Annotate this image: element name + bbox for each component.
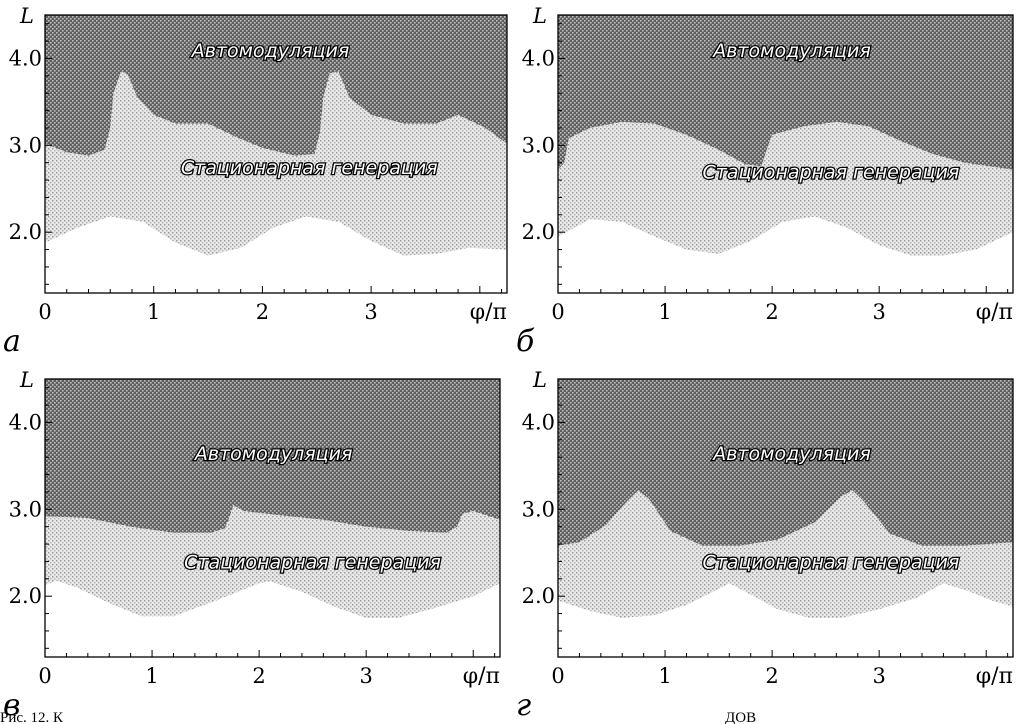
region-automodulation: [558, 379, 1013, 546]
region-automodulation: [45, 15, 507, 156]
x-tick-label: 1: [145, 664, 158, 688]
x-tick-label: 1: [147, 300, 160, 324]
y-tick-label: 3.0: [522, 133, 555, 157]
x-axis-title: φ/π: [976, 664, 1013, 689]
panel-letter: в: [3, 688, 20, 723]
x-tick-label: 3: [872, 300, 885, 324]
panel-letter: б: [516, 324, 535, 359]
region-stationary: [558, 121, 1013, 256]
chart-panel-0: 0 1 2 3 2.0 3.0 4.0 Lφ/π Автомодуляция Стационарн…: [3, 4, 508, 359]
y-tick-label: 4.0: [9, 410, 42, 434]
panel-letter: г: [516, 688, 531, 723]
region-automodulation: [45, 379, 500, 533]
y-axis-title: L: [19, 4, 34, 28]
x-tick-label: 2: [765, 664, 778, 688]
caption-fragment-left: Рис. 12. К: [0, 710, 64, 724]
x-tick-label: 0: [551, 664, 564, 688]
caption-fragment-right: ДОВ: [725, 710, 756, 724]
x-tick-label: 0: [551, 300, 564, 324]
x-tick-label: 1: [658, 664, 671, 688]
chart-panel-3: 0 1 2 3 2.0 3.0 4.0 Lφ/π Автомодуляция Стационарн…: [516, 368, 1014, 723]
y-tick-label: 4.0: [522, 410, 555, 434]
chart-panel-1: 0 1 2 3 2.0 3.0 4.0 Lφ/π Автомодуляция Стационарн…: [516, 4, 1014, 359]
region-label-automodulation: Автомодуляция: [711, 40, 871, 62]
region-automodulation: [558, 15, 1013, 170]
y-tick-label: 2.0: [9, 220, 42, 244]
x-axis-title: φ/π: [463, 664, 500, 689]
y-tick-label: 2.0: [522, 220, 555, 244]
y-tick-label: 2.0: [9, 584, 42, 608]
region-stationary: [558, 490, 1013, 618]
x-tick-label: 0: [38, 664, 51, 688]
x-axis-title: φ/π: [976, 300, 1013, 325]
y-tick-label: 3.0: [9, 497, 42, 521]
panel-letter: а: [3, 324, 21, 359]
plot-frame: [44, 378, 501, 658]
region-label-stationary: Стационарная генерация: [181, 157, 438, 179]
region-label-automodulation: Автомодуляция: [190, 40, 350, 62]
y-axis-title: L: [532, 4, 547, 28]
region-stationary: [45, 505, 500, 618]
chart-panel-2: 0 1 2 3 2.0 3.0 4.0 Lφ/π Автомодуляция Стационарн…: [3, 368, 501, 723]
y-tick-label: 2.0: [522, 584, 555, 608]
plot-frame: [557, 14, 1014, 294]
y-tick-label: 3.0: [9, 133, 42, 157]
region-label-automodulation: Автомодуляция: [711, 443, 871, 465]
region-label-stationary: Стационарная генерация: [703, 551, 960, 573]
x-tick-label: 3: [364, 300, 377, 324]
x-tick-label: 1: [658, 300, 671, 324]
y-axis-title: L: [532, 368, 547, 392]
region-label-stationary: Стационарная генерация: [703, 161, 960, 183]
y-axis-title: L: [19, 368, 34, 392]
x-tick-label: 2: [765, 300, 778, 324]
region-stationary: [45, 71, 507, 256]
x-axis-title: φ/π: [470, 300, 507, 325]
x-tick-label: 2: [252, 664, 265, 688]
x-tick-label: 2: [256, 300, 269, 324]
x-tick-label: 3: [359, 664, 372, 688]
plot-frame: [44, 14, 508, 294]
region-label-stationary: Стационарная генерация: [184, 551, 441, 573]
y-tick-label: 4.0: [9, 46, 42, 70]
y-tick-label: 4.0: [522, 46, 555, 70]
region-label-automodulation: Автомодуляция: [193, 443, 353, 465]
plot-frame: [557, 378, 1014, 658]
x-tick-label: 0: [38, 300, 51, 324]
x-tick-label: 3: [872, 664, 885, 688]
y-tick-label: 3.0: [522, 497, 555, 521]
